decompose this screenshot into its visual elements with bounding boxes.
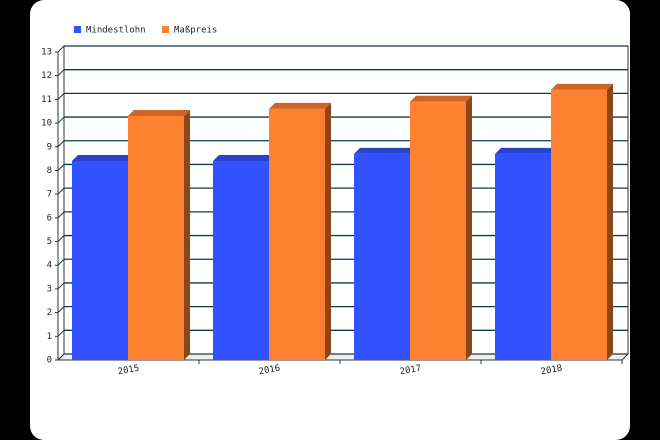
grid-line-side bbox=[57, 211, 65, 219]
bar-top bbox=[72, 154, 134, 161]
grid-line-side bbox=[57, 69, 65, 77]
grid-line-side bbox=[57, 258, 65, 266]
grid-line-side bbox=[57, 116, 65, 124]
bar-side bbox=[325, 102, 331, 360]
legend-swatch bbox=[74, 26, 81, 33]
y-tick-label: 0 bbox=[47, 356, 52, 366]
bar bbox=[269, 108, 325, 360]
y-tick-label: 7 bbox=[47, 190, 52, 200]
x-tick-label: 2015 bbox=[117, 364, 140, 378]
grid-line-side bbox=[57, 329, 65, 337]
y-tick-label: 5 bbox=[47, 237, 52, 247]
bar-side bbox=[466, 95, 472, 360]
grid-line-side bbox=[57, 306, 65, 313]
bar bbox=[410, 101, 466, 360]
bar-top bbox=[213, 154, 275, 161]
y-tick-label: 9 bbox=[47, 142, 52, 152]
x-tick-label: 2018 bbox=[540, 364, 563, 378]
bar-top bbox=[128, 109, 190, 116]
legend-swatch bbox=[162, 26, 169, 33]
grid-line-side bbox=[57, 45, 65, 53]
grid-line-side bbox=[57, 164, 65, 171]
x-tick-label: 2016 bbox=[258, 364, 281, 378]
bar bbox=[354, 153, 410, 360]
y-tick-label: 10 bbox=[41, 119, 52, 129]
bar bbox=[495, 153, 551, 360]
grid-line-side bbox=[57, 93, 65, 100]
y-tick-label: 13 bbox=[41, 48, 52, 58]
y-tick-label: 11 bbox=[41, 95, 52, 105]
bar-top bbox=[551, 83, 613, 90]
bar bbox=[551, 89, 607, 361]
bar-top bbox=[410, 95, 472, 102]
x-tick-label: 2017 bbox=[399, 364, 422, 378]
grid-line-side bbox=[57, 282, 65, 290]
y-tick-label: 2 bbox=[47, 308, 52, 318]
y-tick-label: 1 bbox=[47, 332, 52, 342]
bar-side bbox=[607, 83, 613, 361]
bar-top bbox=[495, 147, 557, 154]
bar-top bbox=[354, 147, 416, 154]
y-tick-label: 4 bbox=[47, 261, 52, 271]
y-tick-label: 6 bbox=[47, 213, 52, 223]
bar bbox=[213, 160, 269, 360]
y-tick-label: 12 bbox=[41, 71, 52, 81]
grid-line-side bbox=[57, 353, 65, 361]
bar bbox=[72, 160, 128, 360]
y-tick-label: 8 bbox=[47, 166, 52, 176]
bar-top bbox=[269, 102, 331, 109]
grid-line-side bbox=[57, 235, 65, 242]
y-tick-label: 3 bbox=[47, 284, 52, 294]
grid-line-side bbox=[57, 187, 65, 195]
legend-label: Maßpreis bbox=[174, 26, 217, 36]
bar-side bbox=[184, 109, 190, 360]
bar bbox=[128, 115, 184, 360]
grid-line-side bbox=[57, 140, 65, 148]
legend-label: Mindestlohn bbox=[86, 26, 146, 36]
